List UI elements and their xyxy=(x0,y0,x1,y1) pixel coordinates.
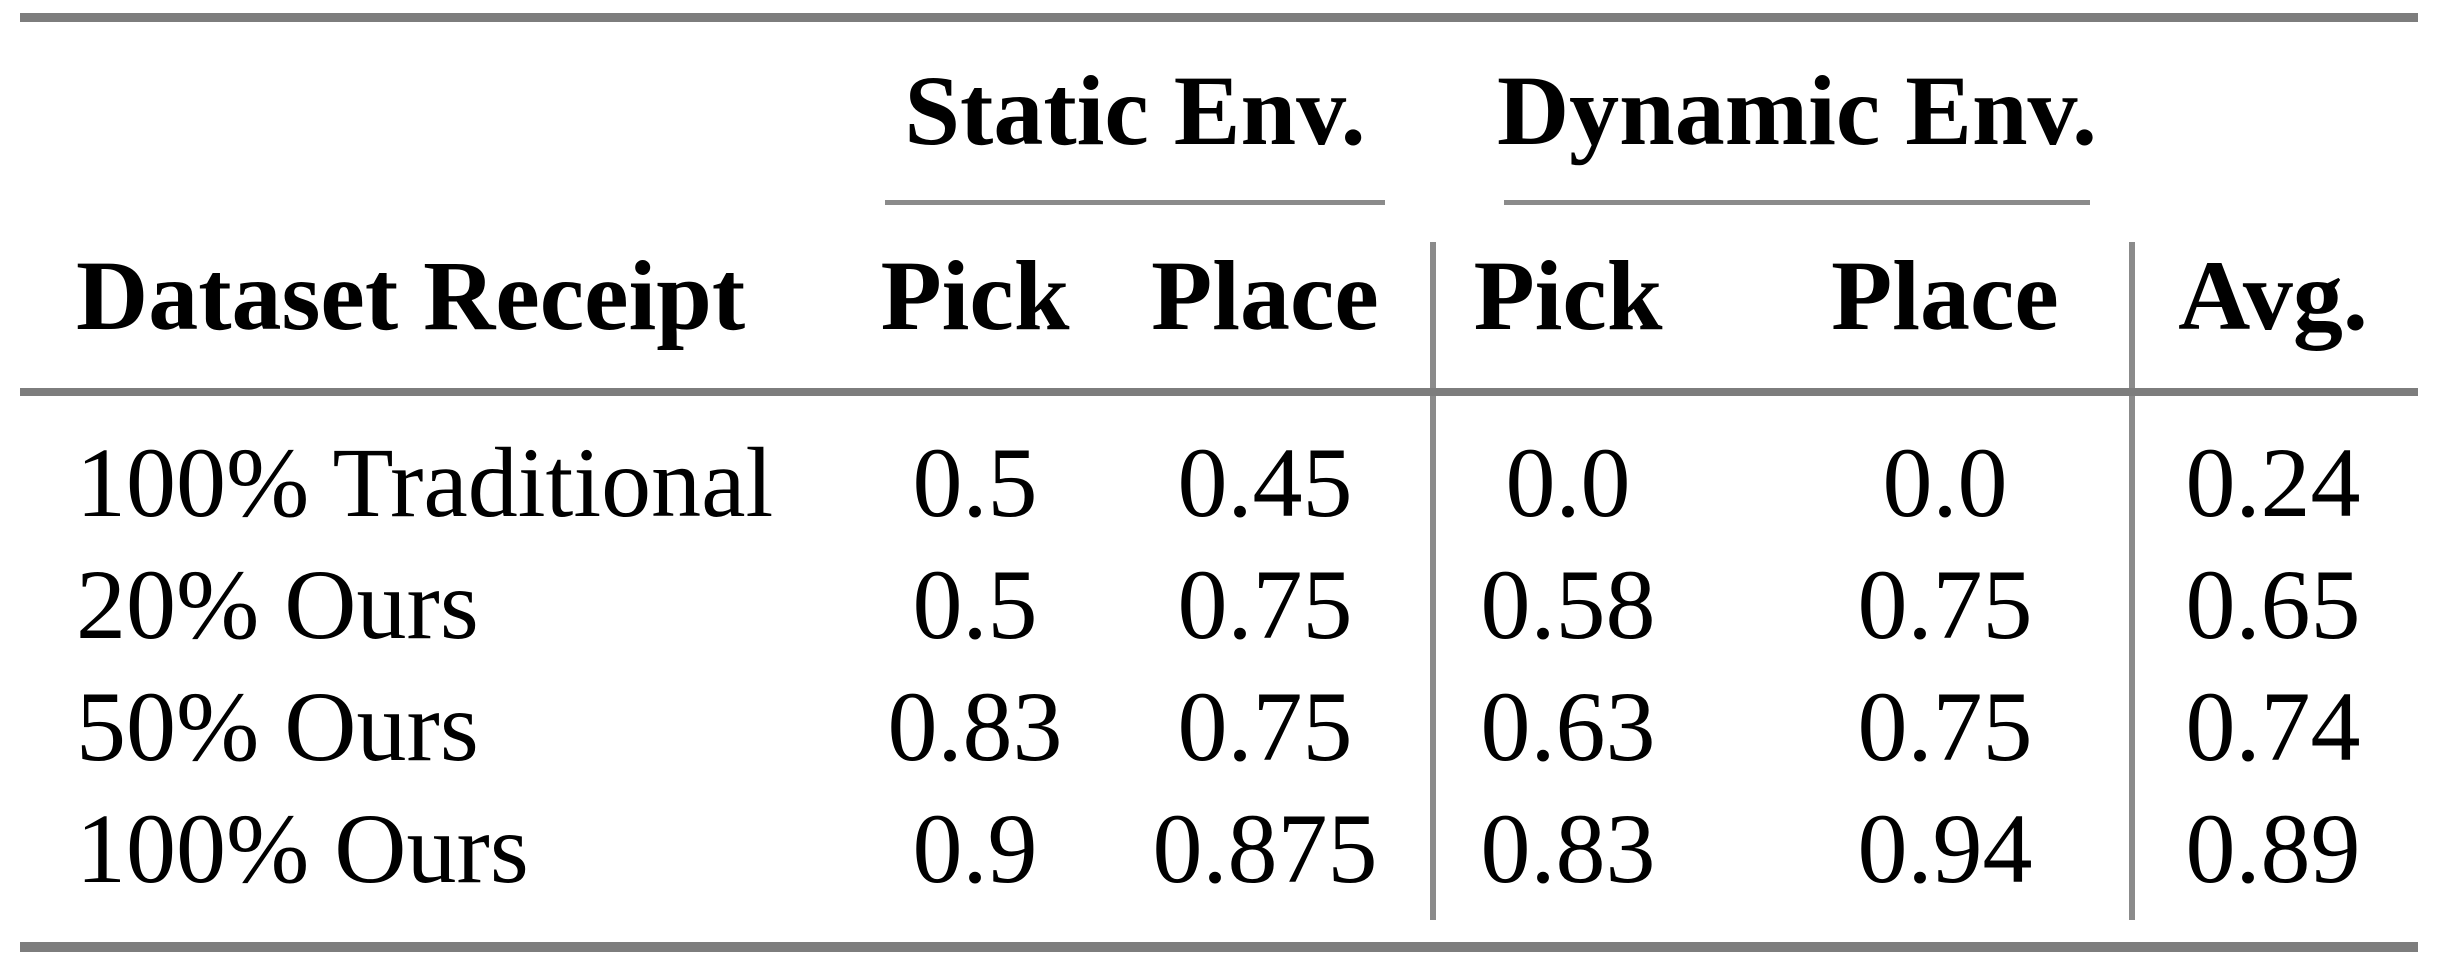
row-label: 100% Traditional xyxy=(76,427,774,538)
cell-value: 0.83 xyxy=(887,671,1063,782)
cell-value: 0.58 xyxy=(1480,549,1656,660)
column-header-static-place: Place xyxy=(1151,240,1379,351)
cell-value: 0.75 xyxy=(1857,671,2033,782)
cell-value: 0.83 xyxy=(1480,793,1656,904)
cell-value: 0.0 xyxy=(1505,427,1631,538)
cell-value: 0.0 xyxy=(1882,427,2008,538)
cell-value: 0.5 xyxy=(912,427,1038,538)
row-label: 20% Ours xyxy=(76,549,479,660)
cell-value: 0.89 xyxy=(2185,793,2361,904)
cell-value: 0.24 xyxy=(2185,427,2361,538)
column-header-dynamic-pick: Pick xyxy=(1473,240,1663,351)
cell-value: 0.63 xyxy=(1480,671,1656,782)
column-separator-static-dynamic xyxy=(1430,242,1436,920)
row-label: 100% Ours xyxy=(76,793,529,904)
column-header-dataset-receipt: Dataset Receipt xyxy=(76,240,746,351)
table-header-rule xyxy=(20,388,2418,396)
cell-value: 0.65 xyxy=(2185,549,2361,660)
group-header-static-env: Static Env. xyxy=(904,55,1366,166)
cell-value: 0.75 xyxy=(1177,671,1353,782)
table-top-rule xyxy=(20,13,2418,22)
cell-value: 0.94 xyxy=(1857,793,2033,904)
column-header-static-pick: Pick xyxy=(880,240,1070,351)
column-header-dynamic-place: Place xyxy=(1831,240,2059,351)
cell-value: 0.5 xyxy=(912,549,1038,660)
cell-value: 0.75 xyxy=(1857,549,2033,660)
cell-value: 0.9 xyxy=(912,793,1038,904)
cell-value: 0.875 xyxy=(1152,793,1378,904)
cell-value: 0.45 xyxy=(1177,427,1353,538)
static-env-cmidrule xyxy=(885,200,1385,205)
column-separator-dynamic-avg xyxy=(2129,242,2135,920)
table-bottom-rule xyxy=(20,942,2418,952)
dynamic-env-cmidrule xyxy=(1504,200,2090,205)
column-header-avg: Avg. xyxy=(2178,240,2368,351)
cell-value: 0.74 xyxy=(2185,671,2361,782)
group-header-dynamic-env: Dynamic Env. xyxy=(1496,55,2098,166)
cell-value: 0.75 xyxy=(1177,549,1353,660)
row-label: 50% Ours xyxy=(76,671,479,782)
